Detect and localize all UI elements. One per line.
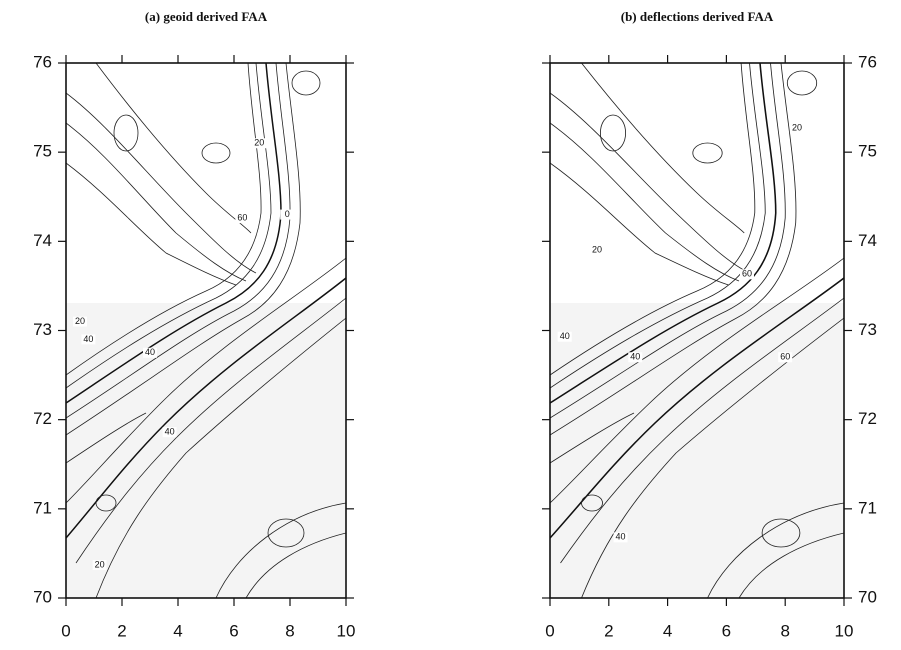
contour-label: 60 [237, 213, 247, 223]
y-tick-label: 73 [33, 320, 52, 339]
contour-label: 40 [83, 334, 93, 344]
contour-label-bg [739, 269, 754, 280]
contour-label-bg [778, 352, 793, 363]
y-tick-label: 70 [858, 587, 877, 606]
contour-field [66, 63, 346, 598]
contour-label-bg [557, 331, 572, 342]
y-tick-label: 72 [33, 409, 52, 428]
contour-label-bg [252, 138, 267, 149]
contour-label-bg [280, 209, 295, 220]
x-tick-label: 0 [61, 621, 70, 640]
contour-label: 40 [616, 532, 626, 542]
contour-label-bg [73, 316, 87, 327]
x-tick-label: 8 [780, 621, 789, 640]
x-tick-label: 0 [545, 621, 554, 640]
contour-label: 40 [165, 427, 175, 437]
contour-label-bg [613, 532, 628, 543]
contour-label: 20 [75, 316, 85, 326]
panel-title: (b) deflections derived FAA [621, 9, 774, 24]
contour-label-bg [789, 123, 804, 134]
y-tick-label: 72 [858, 409, 877, 428]
y-tick-label: 71 [858, 498, 877, 517]
contour-label-bg [92, 560, 107, 571]
contour-label-bg [143, 347, 157, 358]
contour-label: 20 [95, 559, 105, 569]
contour-lines [550, 63, 844, 598]
x-tick-label: 10 [835, 621, 854, 640]
y-tick-label: 71 [33, 498, 52, 517]
x-tick-label: 10 [337, 621, 356, 640]
y-tick-label: 76 [858, 52, 877, 71]
x-tick-label: 4 [663, 621, 672, 640]
contour-label-bg [162, 427, 177, 438]
x-tick-label: 8 [285, 621, 294, 640]
y-tick-label: 75 [858, 142, 877, 161]
contour-label-bg [590, 245, 605, 256]
x-tick-label: 2 [117, 621, 126, 640]
contour-label: 40 [560, 331, 570, 341]
contour-lines [66, 63, 346, 598]
contour-label: 0 [285, 209, 290, 219]
contour-label-bg [628, 352, 643, 363]
y-tick-label: 73 [858, 320, 877, 339]
contour-label: 60 [742, 269, 752, 279]
y-tick-label: 74 [858, 231, 877, 250]
x-tick-label: 4 [173, 621, 182, 640]
panel: (a) geoid derived FAA 0 2 4 6 8 10 70 71 72 73 74 75… [33, 9, 355, 641]
contour-label: 40 [630, 352, 640, 362]
x-tick-label: 6 [229, 621, 238, 640]
y-tick-label: 70 [33, 587, 52, 606]
contour-label-bg [81, 334, 96, 345]
contour-field [550, 63, 844, 598]
y-tick-label: 75 [33, 142, 52, 161]
contour-label: 60 [780, 352, 790, 362]
y-tick-label: 74 [33, 231, 52, 250]
contour-label: 20 [592, 245, 602, 255]
panel-title: (a) geoid derived FAA [145, 9, 268, 24]
contour-label: 40 [145, 347, 155, 357]
x-tick-label: 2 [604, 621, 613, 640]
y-tick-label: 76 [33, 52, 52, 71]
contour-label: 20 [792, 122, 802, 132]
x-tick-label: 6 [722, 621, 731, 640]
contour-label: 20 [254, 138, 264, 148]
contour-label-bg [235, 213, 250, 224]
